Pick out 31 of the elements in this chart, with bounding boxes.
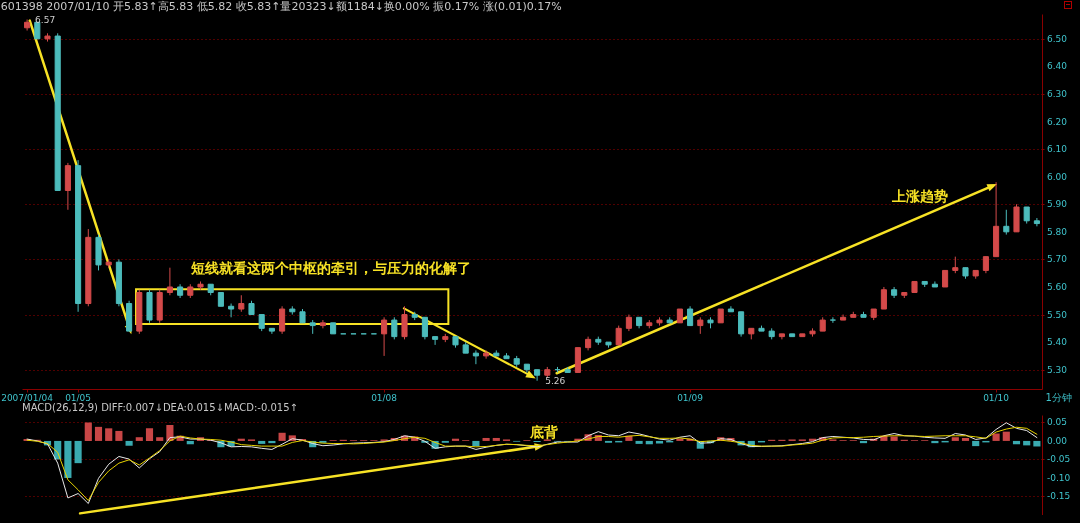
- y-tick-label: 5.50: [1047, 309, 1068, 320]
- annotation: 5.26: [545, 375, 566, 386]
- y-tick-label: 0.00: [1047, 435, 1068, 446]
- y-tick-label: 5.60: [1047, 281, 1068, 292]
- y-tick-label: 5.40: [1047, 337, 1068, 348]
- y-tick-label: -0.10: [1047, 472, 1071, 483]
- y-tick-label: -0.05: [1047, 454, 1071, 465]
- y-tick-label: 6.00: [1047, 171, 1068, 182]
- y-tick-label: -0.15: [1047, 491, 1071, 502]
- x-tick-label: 01/10: [983, 392, 1010, 403]
- y-tick-label: 5.70: [1047, 254, 1068, 265]
- y-tick-label: 6.50: [1047, 33, 1068, 44]
- y-tick-label: 6.40: [1047, 61, 1068, 72]
- text: 1分钟: [1045, 392, 1072, 403]
- y-tick-label: 6.30: [1047, 88, 1068, 99]
- y-tick-label: 5.80: [1047, 226, 1068, 237]
- chart-title: 601398 2007/01/10 开5.83↑高5.83 低5.82 收5.83↑量20323↓额1184↓换0.00% 振0.17% 涨(0.01)0.17%: [0, 0, 562, 13]
- y-tick-label: 5.30: [1047, 364, 1068, 375]
- y-tick-label: 6.20: [1047, 116, 1068, 127]
- x-tick-label: 01/09: [677, 392, 704, 403]
- annotation: 6.57: [35, 14, 56, 25]
- y-tick-label: 5.90: [1047, 199, 1068, 210]
- annotation: 短线就看这两个中枢的牵引，与压力的化解了: [190, 260, 472, 276]
- annotation: 上涨趋势: [891, 188, 949, 204]
- chart-title: MACD(26,12,9) DIFF:0.007↓DEA:0.015↓MACD:-0.015↑: [22, 402, 298, 413]
- y-tick-label: 0.05: [1047, 417, 1068, 428]
- annotation: 底背: [528, 423, 559, 440]
- x-tick-label: 2007/01/04: [1, 392, 54, 403]
- x-tick-label: 01/08: [371, 392, 398, 403]
- y-tick-label: 6.10: [1047, 144, 1068, 155]
- x-tick-label: 01/05: [65, 392, 92, 403]
